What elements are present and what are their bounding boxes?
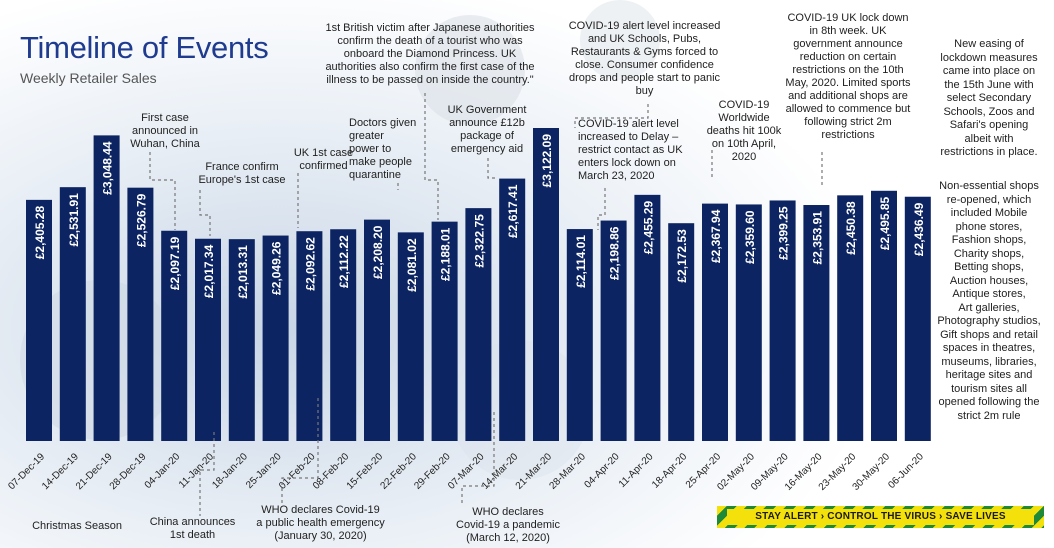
bar-17 — [600, 220, 627, 441]
data-label-24: £2,450.38 — [844, 201, 858, 255]
bar-21 — [735, 204, 762, 441]
data-label-1: £2,531.91 — [67, 193, 81, 247]
bar-11 — [397, 232, 424, 441]
data-label-7: £2,049.26 — [270, 241, 284, 295]
tick-label-19: 18-Apr-20 — [650, 451, 690, 491]
tick-label-6: 18-Jan-20 — [210, 451, 250, 491]
bar-1 — [59, 187, 86, 441]
data-label-2: £3,048.44 — [101, 141, 115, 195]
bar-14 — [499, 178, 526, 441]
leader-line-11 — [597, 188, 606, 230]
annotation-5: WHO declares Covid-19 a public health em… — [256, 504, 385, 542]
data-label-12: £2,188.01 — [439, 227, 453, 281]
annotation-0: Christmas Season — [32, 520, 122, 532]
bar-25 — [871, 190, 897, 441]
data-label-16: £2,114.01 — [574, 235, 588, 288]
data-label-19: £2,172.53 — [675, 229, 689, 283]
bar-6 — [228, 239, 255, 441]
bar-19 — [668, 223, 695, 441]
annotation-13: COVID-19 UK lock down in 8th week. UK go… — [785, 12, 911, 141]
annotation-7: Doctors given greater power to make peop… — [349, 117, 417, 181]
leader-line-6 — [424, 93, 439, 220]
page-title: Timeline of Events — [20, 30, 269, 65]
data-label-11: £2,081.02 — [405, 238, 419, 292]
bar-23 — [803, 205, 830, 441]
bar-7 — [262, 235, 289, 441]
annotation-11: COVID-19 alert level increased to Delay … — [578, 118, 683, 182]
annotation-10: COVID-19 alert level increased and UK Sc… — [568, 20, 721, 97]
side-note-1: Non-essential shops re-opened, which inc… — [937, 180, 1041, 422]
leader-line-8 — [487, 158, 498, 179]
leader-line-3 — [199, 190, 211, 236]
annotation-3: France confirm Europe's 1st case — [198, 161, 286, 186]
leader-line-5 — [281, 398, 319, 504]
leader-line-9 — [461, 412, 495, 506]
annotation-9: WHO declares Covid-19 a pandemic (March … — [456, 506, 560, 544]
stay-alert-banner: STAY ALERT › CONTROL THE VIRUS › SAVE LI… — [717, 506, 1044, 528]
data-label-22: £2,399.25 — [777, 206, 791, 260]
bar-10 — [364, 219, 390, 441]
data-label-21: £2,359.60 — [743, 210, 757, 264]
data-label-4: £2,097.19 — [168, 236, 182, 290]
data-label-3: £2,526.79 — [134, 193, 148, 247]
tick-label-18: 11-Apr-20 — [617, 451, 656, 490]
side-note-0: New easing of lockdown measures came int… — [940, 38, 1038, 158]
data-label-5: £2,017.34 — [202, 244, 216, 298]
bar-4 — [161, 230, 188, 441]
annotation-12: COVID-19 Worldwide deaths hit 100k on 10… — [706, 99, 782, 163]
data-label-18: £2,455.29 — [641, 201, 655, 255]
data-label-25: £2,495.85 — [878, 196, 892, 250]
bar-2 — [93, 135, 120, 441]
bar-24 — [837, 195, 864, 441]
leader-line-2 — [199, 432, 215, 516]
data-label-23: £2,353.91 — [810, 211, 824, 265]
page-subtitle: Weekly Retailer Sales — [20, 70, 157, 86]
data-label-20: £2,367.94 — [709, 209, 723, 263]
tick-label-16: 28-Mar-20 — [548, 451, 589, 492]
bar-13 — [465, 208, 492, 441]
banner-text: STAY ALERT › CONTROL THE VIRUS › SAVE LI… — [727, 509, 1034, 525]
tick-label-4: 04-Jan-20 — [143, 451, 183, 491]
bar-9 — [330, 229, 357, 441]
bar-3 — [127, 187, 154, 441]
bar-26 — [904, 196, 931, 441]
data-label-0: £2,405.28 — [33, 206, 47, 260]
bar-5 — [195, 238, 221, 441]
data-label-14: £2,617.41 — [506, 184, 520, 238]
data-label-9: £2,112.22 — [337, 235, 351, 288]
data-label-26: £2,436.49 — [912, 202, 926, 256]
data-label-6: £2,013.31 — [236, 245, 250, 299]
data-label-10: £2,208.20 — [371, 225, 385, 279]
data-label-17: £2,198.86 — [608, 226, 622, 280]
annotation-2: China announces 1st death — [149, 516, 236, 541]
data-label-8: £2,092.62 — [303, 237, 317, 291]
annotation-8: UK Government announce £12b package of e… — [447, 104, 527, 155]
bar-20 — [702, 203, 728, 441]
tick-label-26: 06-Jun-20 — [886, 451, 926, 491]
leader-line-10 — [574, 104, 649, 128]
annotation-4: UK 1st case confirmed — [293, 147, 354, 172]
data-label-13: £2,322.75 — [472, 214, 486, 268]
bar-15 — [533, 128, 559, 441]
leader-line-1 — [149, 152, 176, 230]
bar-22 — [769, 200, 796, 441]
annotation-6: 1st British victim after Japanese author… — [325, 22, 535, 86]
bar-0 — [26, 199, 52, 441]
bar-12 — [431, 221, 458, 441]
tick-label-3: 28-Dec-19 — [108, 451, 149, 492]
bar-16 — [566, 229, 593, 441]
annotation-1: First case announced in Wuhan, China — [130, 112, 200, 150]
data-label-15: £3,122.09 — [540, 134, 554, 188]
tick-label-25: 30-May-20 — [851, 451, 893, 493]
tick-label-17: 04-Apr-20 — [582, 451, 622, 491]
bar-18 — [634, 194, 661, 441]
